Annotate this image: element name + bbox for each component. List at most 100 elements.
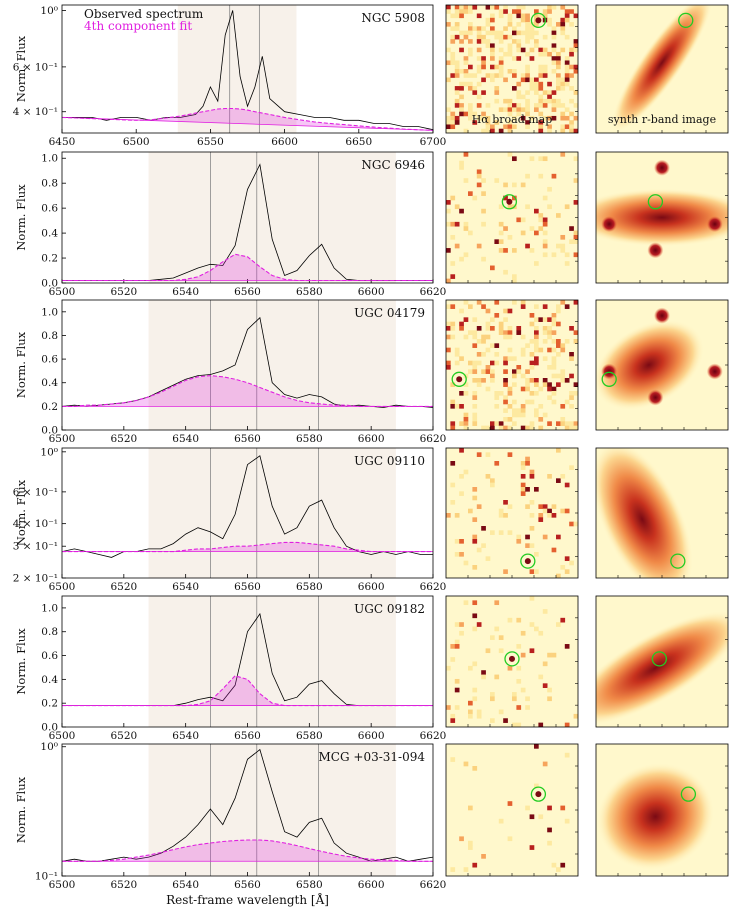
map-pixel [494,343,500,348]
map-pixel [485,128,491,133]
map-pixel [472,696,478,702]
map-pixel [556,64,561,70]
map-pixel [560,421,566,426]
map-pixel [450,13,456,19]
map-pixel [463,34,469,40]
map-pixel [547,124,552,130]
map-pixel [512,412,517,418]
map-pixel [569,425,574,430]
map-pixel [459,103,464,108]
map-pixel [542,73,548,78]
map-pixel [472,487,478,492]
map-pixel [498,513,504,518]
map-pixel [547,204,552,210]
map-pixel [551,513,557,518]
map-pixel [494,461,500,466]
map-pixel [503,77,508,83]
map-pixel [472,495,478,501]
map-pixel [512,278,517,283]
map-pixel [472,600,478,606]
map-pixel [490,692,495,697]
map-pixel [573,200,578,205]
map-pixel [569,98,574,104]
map-pixel [542,195,548,201]
map-pixel [556,56,561,61]
map-pixel [520,77,526,83]
x-tick-label: 6520 [110,879,137,891]
map-pixel [446,9,451,14]
target-circle [601,371,617,387]
map-pixel [542,504,548,509]
map-pixel [485,30,491,36]
map-pixel [494,421,500,426]
map-pixel [560,81,566,87]
map-pixel [560,47,566,53]
map-pixel [516,534,522,540]
map-pixel [454,243,460,249]
map-pixel [463,81,469,87]
r-band-image [596,448,728,578]
map-pixel [551,103,557,108]
r-band-image [596,152,728,283]
map-pixel [468,86,473,91]
map-pixel [490,13,495,19]
map-pixel [525,30,530,36]
y-tick-label: 0.0 [41,425,58,437]
x-tick-label: 6560 [234,433,261,445]
hotspot [535,791,542,798]
map-pixel [534,9,539,14]
map-pixel [564,556,570,561]
map-pixel [498,530,504,535]
map-pixel [564,13,570,19]
map-pixel [560,103,566,108]
map-pixel [564,818,570,824]
map-pixel [503,5,508,10]
x-tick-label: 6540 [172,581,199,593]
map-pixel [476,547,482,553]
map-pixel [512,124,517,130]
map-pixel [520,17,526,23]
target-circle [647,194,664,210]
y-axis-label: Norm. Flux [14,184,28,251]
map-pixel [573,330,578,335]
map-pixel [494,86,500,91]
map-pixel [538,630,544,636]
map-pixel [573,39,578,44]
map-pixel [564,115,570,121]
map-pixel [476,26,482,31]
x-tick-label: 6520 [110,433,137,445]
map-pixel [538,51,544,57]
y-tick-label: 10⁻¹ [35,871,58,883]
map-pixel [494,300,500,305]
x-tick-label: 6620 [420,879,447,891]
map-pixel [573,43,578,48]
map-pixel [503,308,508,314]
map-pixel [529,56,535,61]
map-pixel [450,39,456,44]
map-pixel [512,73,517,78]
map-pixel [516,107,522,112]
map-pixel [472,360,478,366]
map-pixel [459,111,464,117]
map-pixel [551,30,557,36]
map-pixel [503,399,508,405]
map-pixel [538,404,544,409]
map-pixel [450,321,456,327]
map-pixel [573,178,578,183]
map-pixel [538,217,544,223]
map-pixel [564,17,570,23]
map-pixel [507,107,513,112]
map-pixel [525,382,530,387]
map-pixel [534,208,539,214]
map-pixel [481,64,486,70]
map-pixel [547,840,552,846]
map-pixel [472,395,478,400]
map-pixel [507,43,513,48]
map-pixel [525,487,530,492]
x-axis-label: Rest-frame wavelength [Å] [166,892,329,907]
map-pixel [503,378,508,383]
map-pixel [450,195,456,201]
map-pixel [538,103,544,108]
map-pixel [507,334,513,340]
x-tick-label: 6520 [110,581,137,593]
